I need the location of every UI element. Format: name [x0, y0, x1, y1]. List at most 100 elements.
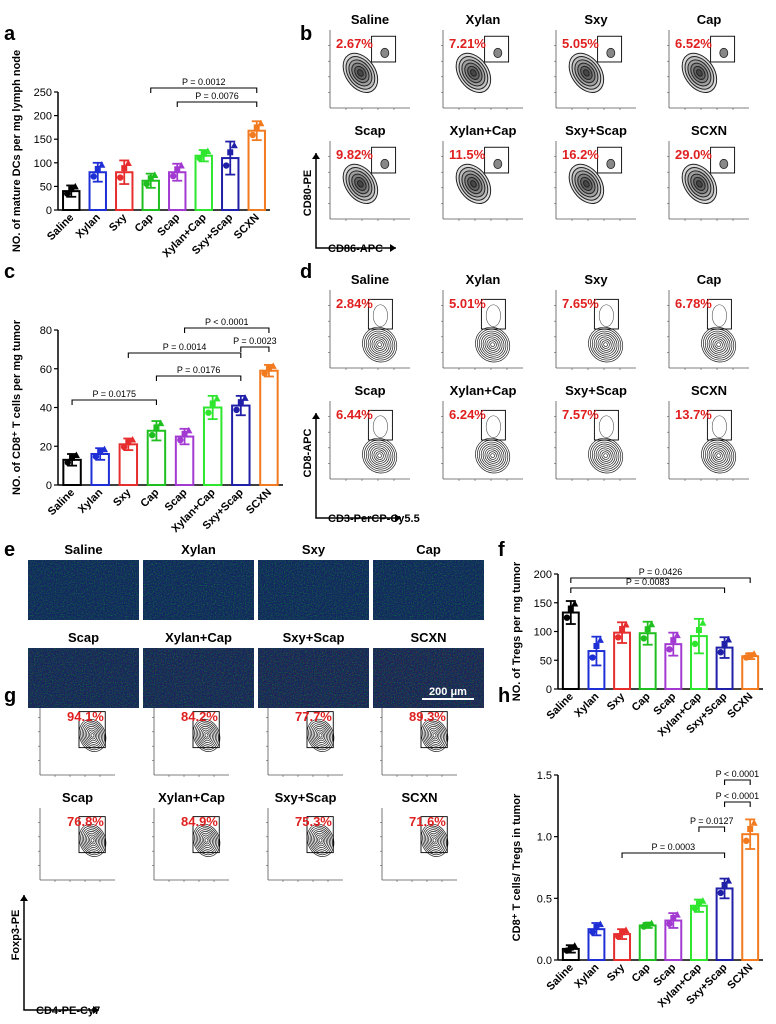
gate-box — [480, 298, 506, 330]
panel-label-d: d — [300, 261, 312, 283]
flow-grid-cd8: Saline 2.84% Xylan 5.01% Sxy 7.65% Cap 6.78% Sca… — [302, 272, 749, 525]
plot-title: Scap — [354, 383, 385, 398]
significance-bracket — [724, 779, 751, 785]
density-contour — [488, 340, 497, 349]
density-contour — [480, 443, 505, 468]
chart-cd8-treg-ratio: 0.0 0.5 1.0 1.5 CD8⁺ T cells/ Tregs in tumor… — [511, 769, 763, 1010]
density-contour — [696, 69, 703, 77]
gate-box — [710, 146, 736, 174]
y-tick-label: 150 — [34, 134, 52, 146]
p-value-label: P < 0.0001 — [205, 317, 249, 327]
green-stain — [28, 560, 139, 620]
density-contour — [488, 451, 497, 460]
data-point — [596, 920, 604, 928]
data-point — [98, 161, 106, 168]
gate-box — [367, 409, 393, 441]
p-value-label: P = 0.0003 — [652, 842, 696, 852]
significance-bracket — [698, 826, 726, 832]
data-point — [691, 905, 699, 912]
flow-plot: Sxy 5.05% — [554, 12, 636, 110]
axis-arrow-lines — [315, 413, 401, 519]
plot-title: Sxy+Scap — [565, 383, 627, 398]
plot-title: Sxy+Scap — [565, 123, 627, 138]
density-contour — [484, 336, 501, 353]
data-point — [647, 919, 656, 927]
density-contour — [80, 825, 105, 856]
x-axis-label: CD86-APC — [328, 243, 383, 255]
density-contour — [710, 447, 727, 464]
plot-title: Scap — [354, 123, 385, 138]
density-contour — [197, 724, 216, 747]
density-contour — [380, 158, 390, 170]
density-contour — [373, 449, 386, 462]
bar — [259, 369, 279, 486]
flow-plot: Saline 2.84% — [328, 272, 410, 370]
data-point — [92, 453, 100, 460]
gate-percentage: 16.2% — [562, 147, 599, 162]
chart-mature-dcs: 0 50 100 150 200 250 NO. of mature DCs per mg … — [11, 50, 270, 260]
data-point — [261, 370, 268, 377]
density-contour — [482, 445, 503, 466]
density-contour — [194, 720, 219, 751]
density-contour — [493, 158, 503, 170]
gate-percentage: 11.5% — [449, 147, 486, 162]
density-contour — [591, 441, 620, 470]
flow-plot: Cap 6.78% — [667, 272, 749, 370]
x-tick-label: Sxy — [111, 486, 134, 509]
data-point — [619, 626, 626, 633]
data-point — [253, 124, 260, 131]
gate-percentage: 75.3% — [295, 814, 332, 829]
axis-arrow-head — [312, 413, 320, 419]
density-contour — [311, 829, 330, 852]
micrograph-title: Scap — [68, 630, 99, 645]
density-contour — [308, 720, 333, 751]
significance-bracket — [150, 87, 258, 93]
significance-bracket — [176, 101, 258, 107]
gate-percentage: 7.21% — [449, 36, 486, 51]
density-contour — [362, 326, 398, 363]
density-contour — [315, 834, 326, 847]
gate-percentage: 2.84% — [336, 296, 373, 311]
density-contour — [603, 342, 608, 347]
density-contour — [317, 731, 324, 740]
y-tick-label: 150 — [534, 598, 552, 610]
density-contour — [477, 328, 509, 361]
chart-cd8-t-cells: 0 20 40 60 80 NO. of CD8⁺ T cells per mg tumo… — [11, 317, 283, 535]
flow-plot: SCXN 13.7% — [667, 383, 749, 481]
gate-box — [306, 816, 334, 854]
data-point — [695, 900, 702, 907]
bar — [231, 404, 251, 486]
density-contour — [593, 332, 618, 357]
density-contour — [598, 304, 614, 327]
density-contour — [357, 69, 364, 77]
density-contour — [86, 727, 99, 743]
density-contour — [365, 441, 394, 470]
density-contour — [486, 449, 499, 462]
data-point — [699, 619, 707, 626]
density-contour — [367, 443, 392, 468]
y-axis-label: NO. of Tregs per mg tumor — [511, 561, 523, 701]
density-contour — [482, 334, 503, 355]
data-point — [185, 426, 193, 434]
data-point — [148, 431, 156, 439]
x-tick-label: Sxy — [605, 961, 628, 984]
density-contour — [194, 825, 219, 856]
density-contour — [712, 449, 725, 462]
density-contour — [198, 831, 215, 850]
data-point — [205, 409, 212, 416]
p-value-label: P = 0.0127 — [690, 816, 734, 826]
density-contour — [484, 447, 501, 464]
density-contour — [86, 832, 99, 848]
density-contour — [599, 449, 612, 462]
data-point — [181, 430, 188, 437]
significance-bracket — [724, 801, 751, 807]
scale-bar-label: 200 μm — [429, 686, 467, 698]
y-axis-label: Foxp3-PE — [10, 910, 22, 961]
data-point — [589, 654, 596, 661]
significance-bracket — [240, 346, 270, 352]
density-contour — [711, 304, 727, 327]
density-contour — [200, 832, 213, 848]
y-tick-label: 1.0 — [537, 832, 552, 844]
y-tick-label: 1.5 — [537, 770, 552, 782]
density-contour — [192, 823, 221, 857]
